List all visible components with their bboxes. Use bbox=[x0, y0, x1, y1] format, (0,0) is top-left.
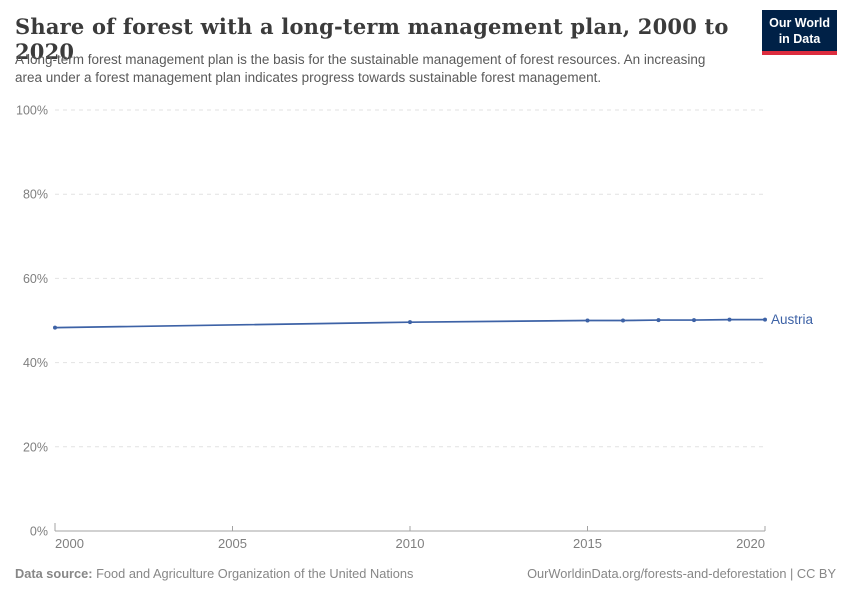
data-point-marker[interactable] bbox=[763, 317, 767, 322]
data-point-marker[interactable] bbox=[408, 320, 412, 325]
x-axis-tick-label: 2005 bbox=[218, 536, 247, 551]
license-link[interactable]: OurWorldinData.org/forests-and-deforesta… bbox=[527, 566, 836, 581]
data-point-marker[interactable] bbox=[621, 318, 625, 323]
y-axis-tick-label: 80% bbox=[23, 188, 48, 202]
x-axis-tick-label: 2020 bbox=[736, 536, 765, 551]
y-axis-tick-label: 40% bbox=[23, 356, 48, 370]
series-line-austria[interactable] bbox=[54, 318, 766, 329]
chart-subtitle: A long-term forest management plan is th… bbox=[15, 52, 706, 86]
series-label-austria[interactable]: Austria bbox=[771, 312, 814, 327]
data-source-label: Data source: bbox=[15, 566, 93, 581]
x-axis-tick-label: 2015 bbox=[573, 536, 602, 551]
data-source-value: Food and Agriculture Organization of the… bbox=[96, 566, 414, 581]
y-axis-tick-label: 20% bbox=[23, 440, 48, 454]
data-point-marker[interactable] bbox=[692, 318, 696, 323]
data-point-marker[interactable] bbox=[727, 317, 732, 322]
owid-logo-line2: in Data bbox=[778, 32, 821, 46]
x-axis-tick-label: 2000 bbox=[55, 536, 84, 551]
chart-title: Share of forest with a long-term managem… bbox=[15, 14, 729, 64]
data-point-marker[interactable] bbox=[656, 318, 661, 323]
y-axis-tick-label: 60% bbox=[23, 272, 48, 286]
data-source: Data source: Food and Agriculture Organi… bbox=[15, 566, 413, 581]
y-axis-tick-label: 100% bbox=[16, 104, 48, 118]
data-point-marker[interactable] bbox=[53, 325, 57, 330]
chart-footer: Data source: Food and Agriculture Organi… bbox=[15, 566, 836, 581]
y-axis-tick-label: 0% bbox=[30, 525, 48, 539]
x-axis-tick-label: 2010 bbox=[396, 536, 425, 551]
data-point-marker[interactable] bbox=[585, 318, 590, 323]
owid-logo-line1: Our World bbox=[769, 16, 830, 30]
owid-logo[interactable]: Our World in Data bbox=[762, 10, 837, 55]
